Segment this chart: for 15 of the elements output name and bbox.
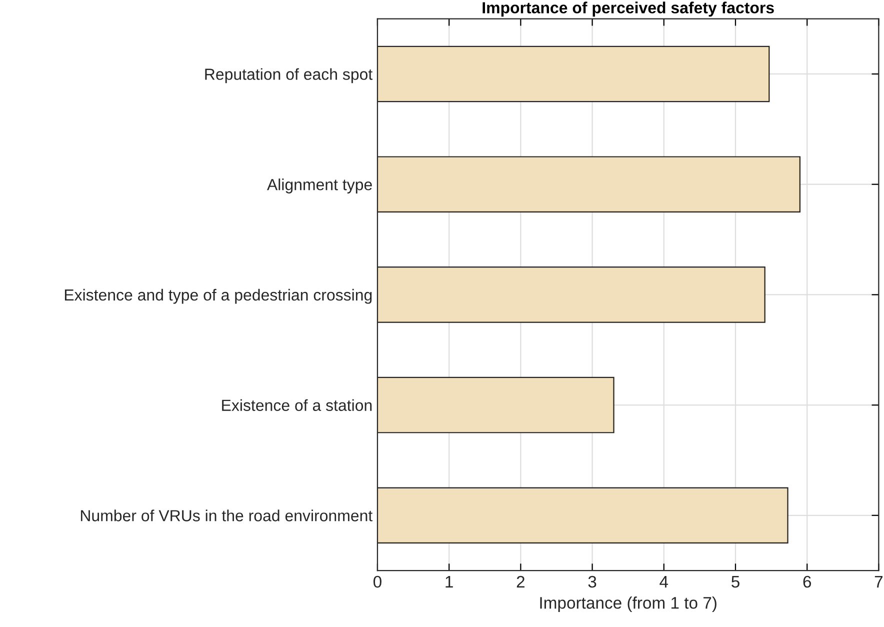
- y-tick-label: Reputation of each spot: [205, 68, 372, 84]
- x-tick-label: 6: [803, 576, 811, 588]
- y-tick-label: Existence and type of a pedestrian crossing: [64, 288, 372, 304]
- x-tick-label: 3: [588, 576, 596, 588]
- x-tick-label: 5: [732, 576, 740, 588]
- y-tick-label: Number of VRUs in the road environment: [80, 510, 373, 522]
- x-tick-label: 2: [516, 576, 524, 588]
- x-tick-label: 1: [446, 576, 453, 588]
- x-axis-title: Importance (from 1 to 7): [540, 596, 716, 612]
- chart-title: Importance of perceived safety factors: [482, 2, 774, 17]
- x-tick-label: 0: [373, 576, 382, 588]
- x-tick-label: 7: [874, 576, 882, 588]
- x-tick-label: 4: [660, 576, 668, 588]
- y-tick-label: Alignment type: [266, 178, 372, 194]
- y-tick-label: Existence of a station: [222, 399, 372, 411]
